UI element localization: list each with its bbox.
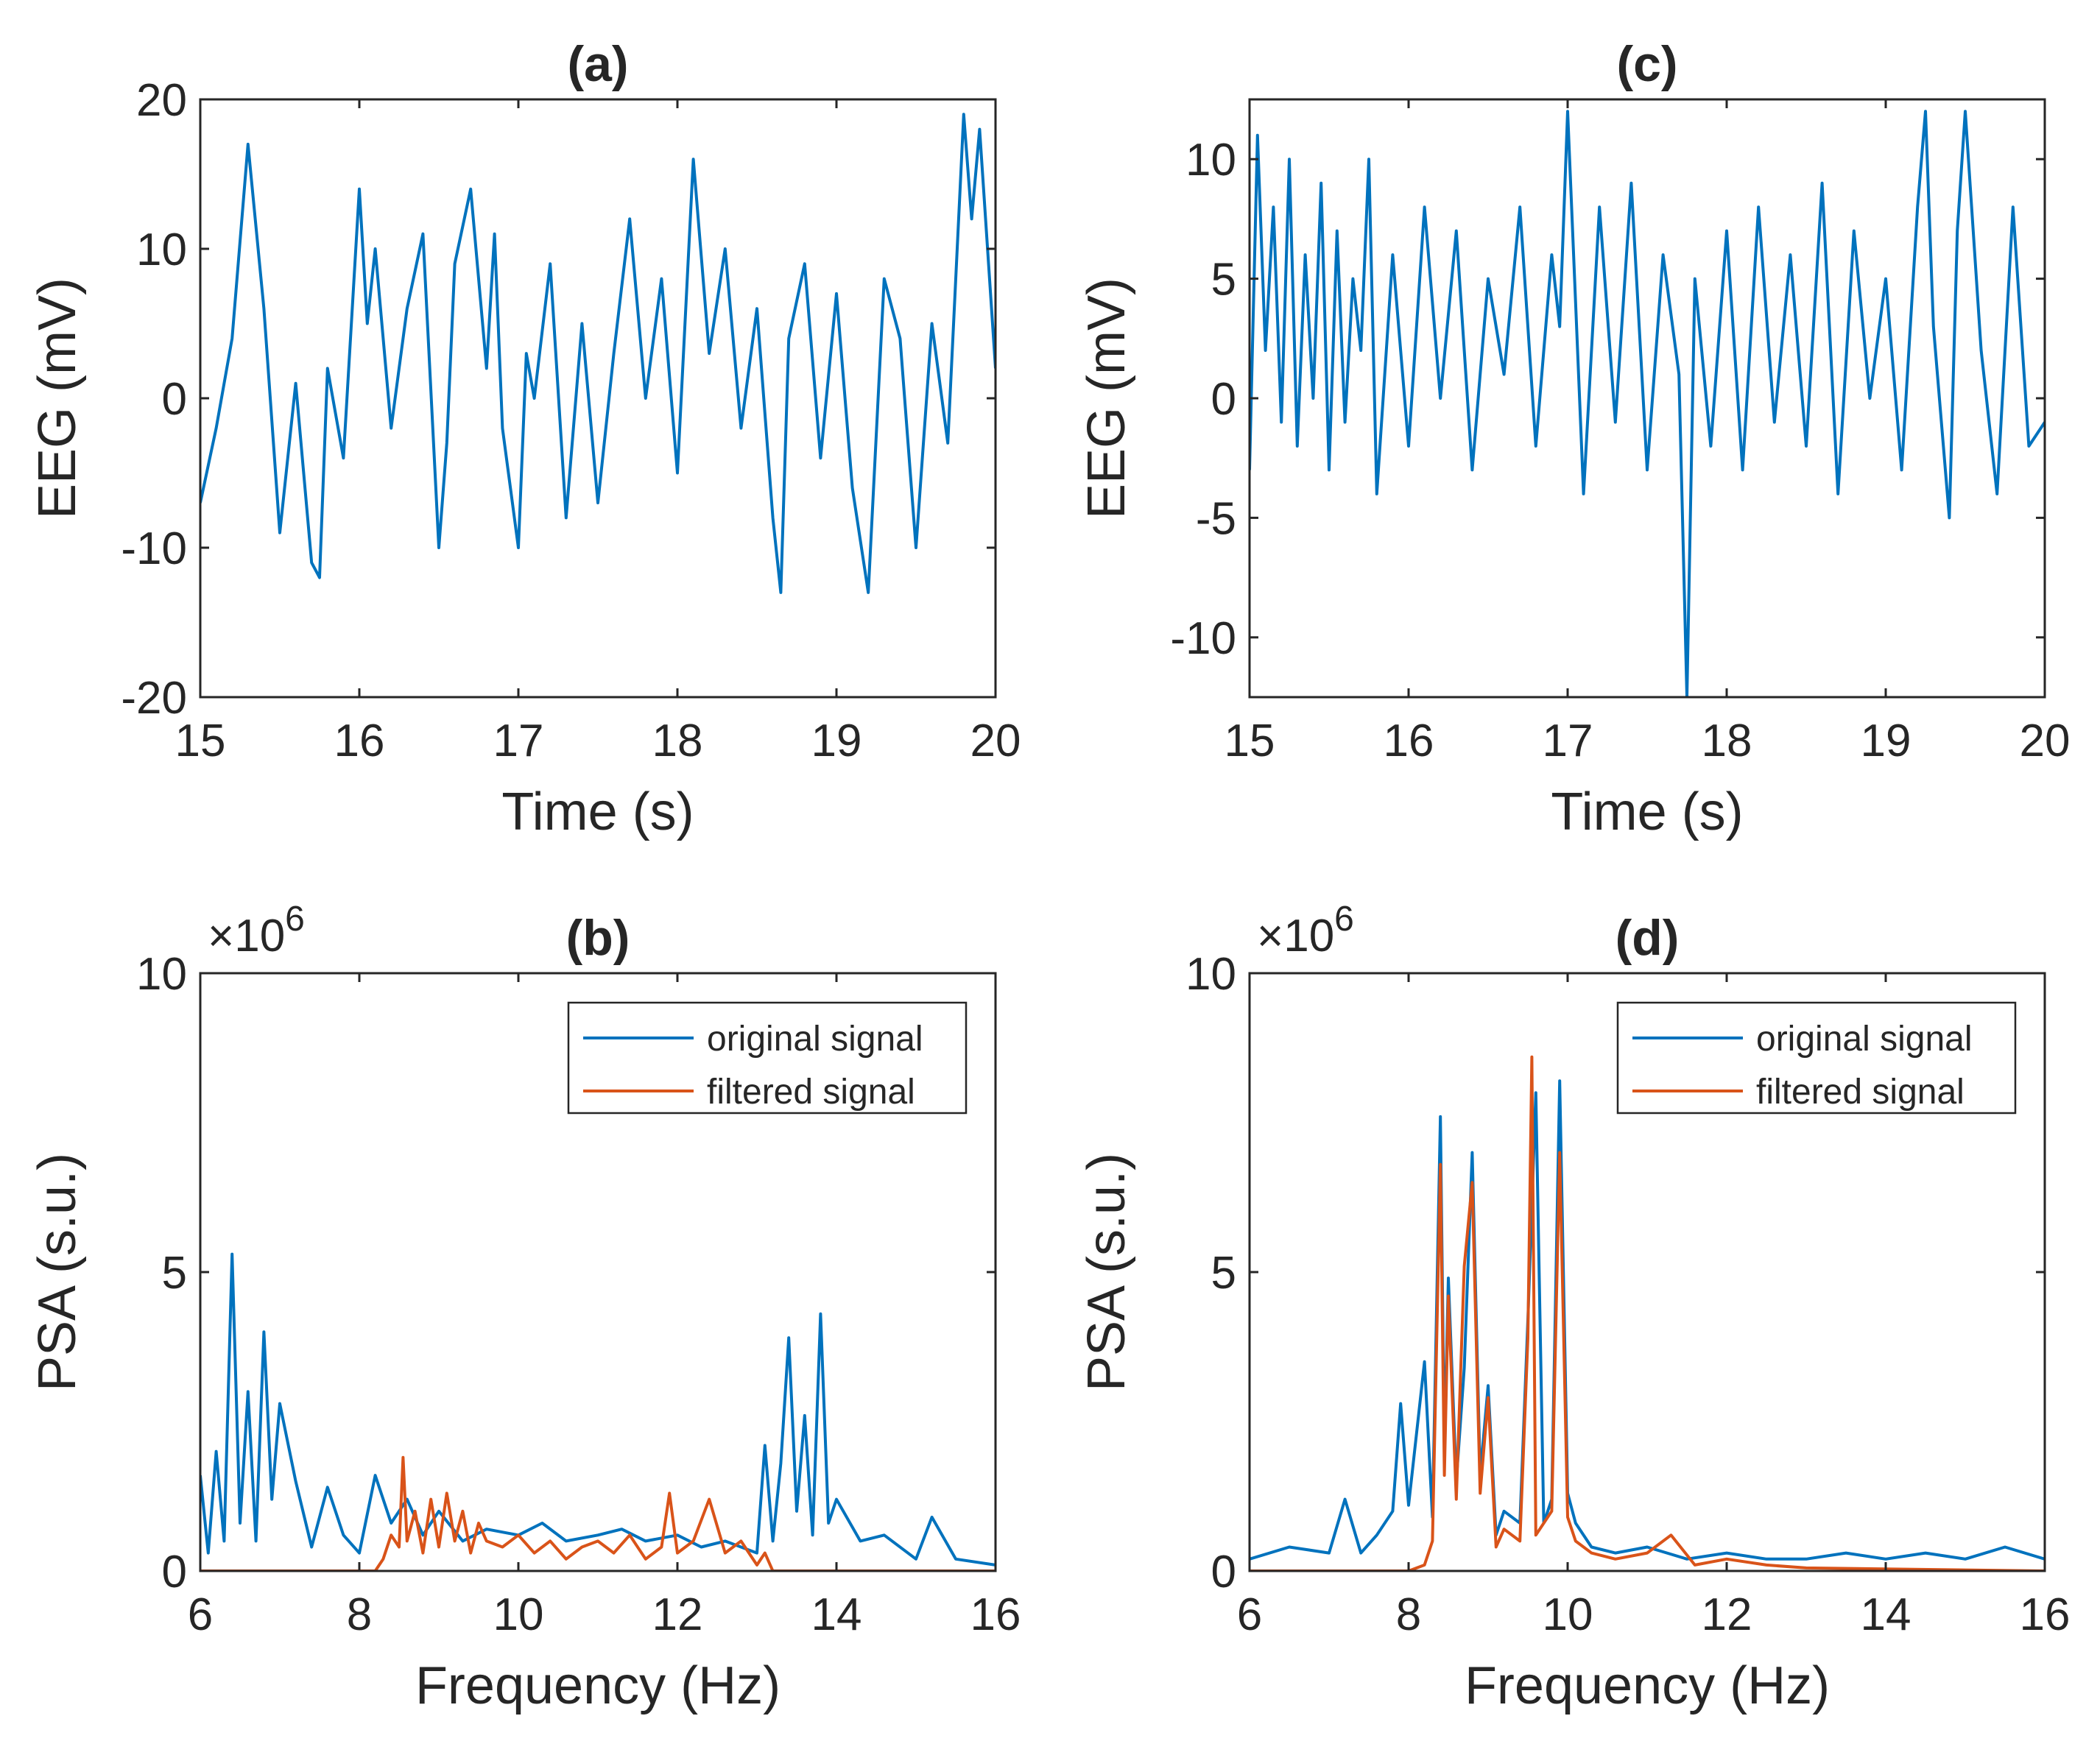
y-axis-label: EEG (mV) [1077,278,1136,519]
y-tick-label: 0 [1211,374,1236,425]
y-axis-label: PSA (s.u.) [1077,1153,1136,1391]
panel-a: 15 16 17 18 19 20 -20 -10 0 10 20 (a) Time (s) EEG (m… [28,36,1021,841]
series-line-original [200,1252,996,1567]
x-tick-label: 8 [1396,1589,1421,1640]
series-line-filtered [200,1455,996,1571]
legend-label-filtered: filtered signal [707,1073,915,1112]
y-tick-label: 20 [136,75,187,126]
x-tick-label: 6 [188,1589,213,1640]
x-tick-label: 19 [1861,716,1912,766]
y-tick-label: -5 [1196,493,1236,544]
legend-box [1616,1001,2017,1115]
x-tick-label: 8 [347,1589,372,1640]
series-line-original [1250,1079,2045,1561]
plot-area [200,99,996,697]
x-tick-label: 16 [1384,716,1434,766]
panel-c: 15 16 17 18 19 20 -10 -5 0 5 10 (c) Time (s) EEG (mV) [1077,36,2070,841]
x-axis-label: Time (s) [1551,783,1743,841]
y-tick-label: -10 [1170,613,1236,664]
y-tick-label: 10 [136,949,187,1000]
y-tick-label: -10 [121,523,187,574]
axis-multiplier: ×106 [1257,900,1354,961]
y-tick-label: 0 [162,374,187,425]
x-tick-label: 16 [334,716,385,766]
axis-multiplier: ×106 [208,900,305,961]
panel-d: 6 8 10 12 14 16 0 5 10 (d) Frequency (Hz) PSA (s.u.… [1077,900,2070,1715]
y-axis-label: EEG (mV) [28,278,87,519]
x-axis-label: Time (s) [501,783,694,841]
panel-title: (d) [1615,910,1680,966]
x-tick-label: 14 [1861,1589,1912,1640]
series-line-original [1250,110,2045,697]
x-tick-label: 19 [811,716,862,766]
legend-label-original: original signal [707,1020,923,1059]
x-tick-label: 10 [1543,1589,1593,1640]
x-tick-label: 15 [1225,716,1275,766]
legend: original signal filtered signal [567,1001,968,1115]
multiplier-exponent: 6 [285,900,305,939]
multiplier-base: ×10 [208,911,285,961]
y-tick-label: -20 [121,673,187,724]
series-line-filtered [1250,1055,2045,1571]
x-tick-label: 15 [175,716,226,766]
x-tick-label: 16 [2020,1589,2071,1640]
series-line-original [200,113,996,594]
x-tick-label: 10 [493,1589,544,1640]
legend: original signal filtered signal [1616,1001,2017,1115]
legend-box [567,1001,968,1115]
x-tick-label: 12 [652,1589,703,1640]
y-tick-label: 0 [1211,1547,1236,1597]
panel-b: 6 8 10 12 14 16 0 5 10 (b) Frequency (Hz) PSA (s.u.… [28,900,1021,1715]
multiplier-base: ×10 [1257,911,1334,961]
x-tick-label: 17 [1543,716,1593,766]
y-tick-label: 10 [136,225,187,275]
x-tick-label: 18 [1702,716,1752,766]
panel-title: (b) [566,910,630,966]
y-tick-label: 5 [1211,255,1236,306]
x-tick-label: 12 [1702,1589,1752,1640]
x-tick-label: 14 [811,1589,862,1640]
y-tick-label: 5 [1211,1248,1236,1299]
legend-label-filtered: filtered signal [1756,1073,1965,1112]
x-tick-label: 6 [1237,1589,1262,1640]
y-tick-label: 10 [1185,135,1236,186]
x-tick-label: 20 [2020,716,2071,766]
x-tick-label: 18 [652,716,703,766]
y-tick-label: 0 [162,1547,187,1597]
x-tick-label: 20 [970,716,1021,766]
x-tick-label: 16 [970,1589,1021,1640]
x-axis-label: Frequency (Hz) [1465,1656,1830,1715]
y-tick-label: 5 [162,1248,187,1299]
panel-title: (c) [1616,36,1677,92]
legend-label-original: original signal [1756,1020,1973,1059]
x-tick-label: 17 [493,716,544,766]
panel-title: (a) [567,36,628,92]
y-tick-label: 10 [1185,949,1236,1000]
multiplier-exponent: 6 [1334,900,1354,939]
x-axis-label: Frequency (Hz) [415,1656,781,1715]
y-axis-label: PSA (s.u.) [28,1153,87,1391]
